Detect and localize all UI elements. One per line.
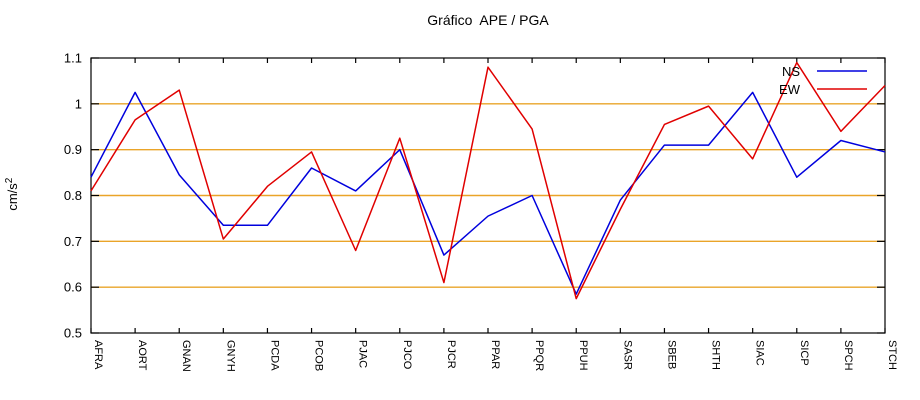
x-tick-label: STCH [886, 340, 898, 370]
x-tick-label: SASR [621, 340, 633, 370]
y-tick-label: 0.5 [64, 326, 82, 341]
chart-title: Gráfico APE / PGA [427, 12, 549, 28]
series-line-ns [90, 91, 886, 295]
y-tick-label: 1.1 [64, 51, 82, 66]
y-axis-label: cm/s2 [4, 154, 20, 234]
x-tick-label: PJAC [357, 340, 369, 368]
y-tick-label: 0.8 [64, 188, 82, 203]
legend-label-ns: NS [782, 64, 800, 79]
legend-label-ew: EW [779, 82, 801, 97]
x-tick-label: AORT [136, 340, 148, 371]
y-tick-label: 0.6 [64, 280, 82, 295]
x-tick-label: PCOB [313, 340, 325, 371]
x-tick-label: PJCR [445, 340, 457, 369]
x-tick-label: SHTH [710, 340, 722, 370]
y-tick-label: 0.9 [64, 142, 82, 157]
x-tick-label: PCDA [268, 340, 280, 371]
y-tick-label: 0.7 [64, 234, 82, 249]
series-line-ew [90, 61, 886, 300]
x-tick-label: PPQR [533, 340, 545, 371]
x-tick-label: PPUH [577, 340, 589, 371]
y-tick-label: 1 [75, 96, 82, 111]
x-tick-label: SBEB [665, 340, 677, 369]
x-tick-label: SIAC [754, 340, 766, 366]
x-tick-label: SPCH [842, 340, 854, 371]
x-tick-label: PJCO [401, 340, 413, 370]
x-tick-label: PPAR [489, 340, 501, 369]
x-tick-label: AFRA [92, 340, 104, 370]
x-tick-label: GNAN [180, 340, 192, 372]
x-tick-label: SICP [798, 340, 810, 366]
x-tick-label: GNYH [224, 340, 236, 372]
y-axis-label-base: cm/s [5, 183, 21, 211]
y-axis-label-exponent: 2 [3, 177, 15, 184]
